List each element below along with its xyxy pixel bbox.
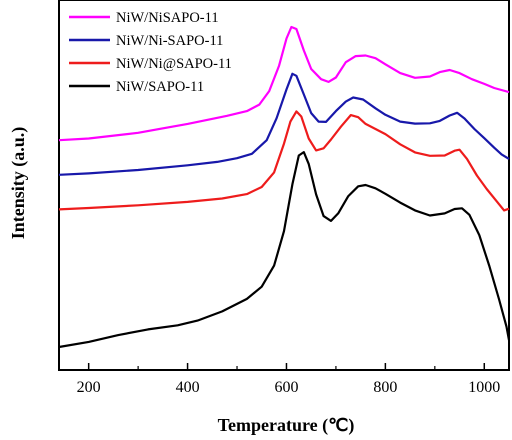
plot-frame (58, 0, 510, 371)
x-axis-ticks: 200 400 600 800 1000 (77, 363, 500, 396)
series-line-2 (58, 72, 510, 176)
legend-label-2: NiW/Ni-SAPO-11 (116, 33, 223, 49)
series-line-1 (58, 25, 510, 142)
y-axis-title: Intensity (a.u.) (8, 127, 29, 240)
x-tick-label: 800 (373, 379, 397, 396)
x-tick-label: 600 (274, 379, 298, 396)
legend-label-4: NiW/SAPO-11 (116, 79, 204, 95)
x-tick-label: 1000 (468, 379, 500, 396)
x-axis-title: Temperature (℃) (218, 415, 355, 436)
legend-label-1: NiW/NiSAPO-11 (116, 10, 219, 26)
legend: NiW/NiSAPO-11 NiW/Ni-SAPO-11 NiW/Ni@SAPO-1… (69, 10, 232, 95)
series-line-3 (58, 110, 510, 212)
series-line-4 (58, 151, 511, 349)
legend-label-3: NiW/Ni@SAPO-11 (116, 56, 232, 72)
x-tick-label: 400 (176, 379, 200, 396)
x-tick-label: 200 (77, 379, 101, 396)
series-layer (58, 25, 511, 349)
